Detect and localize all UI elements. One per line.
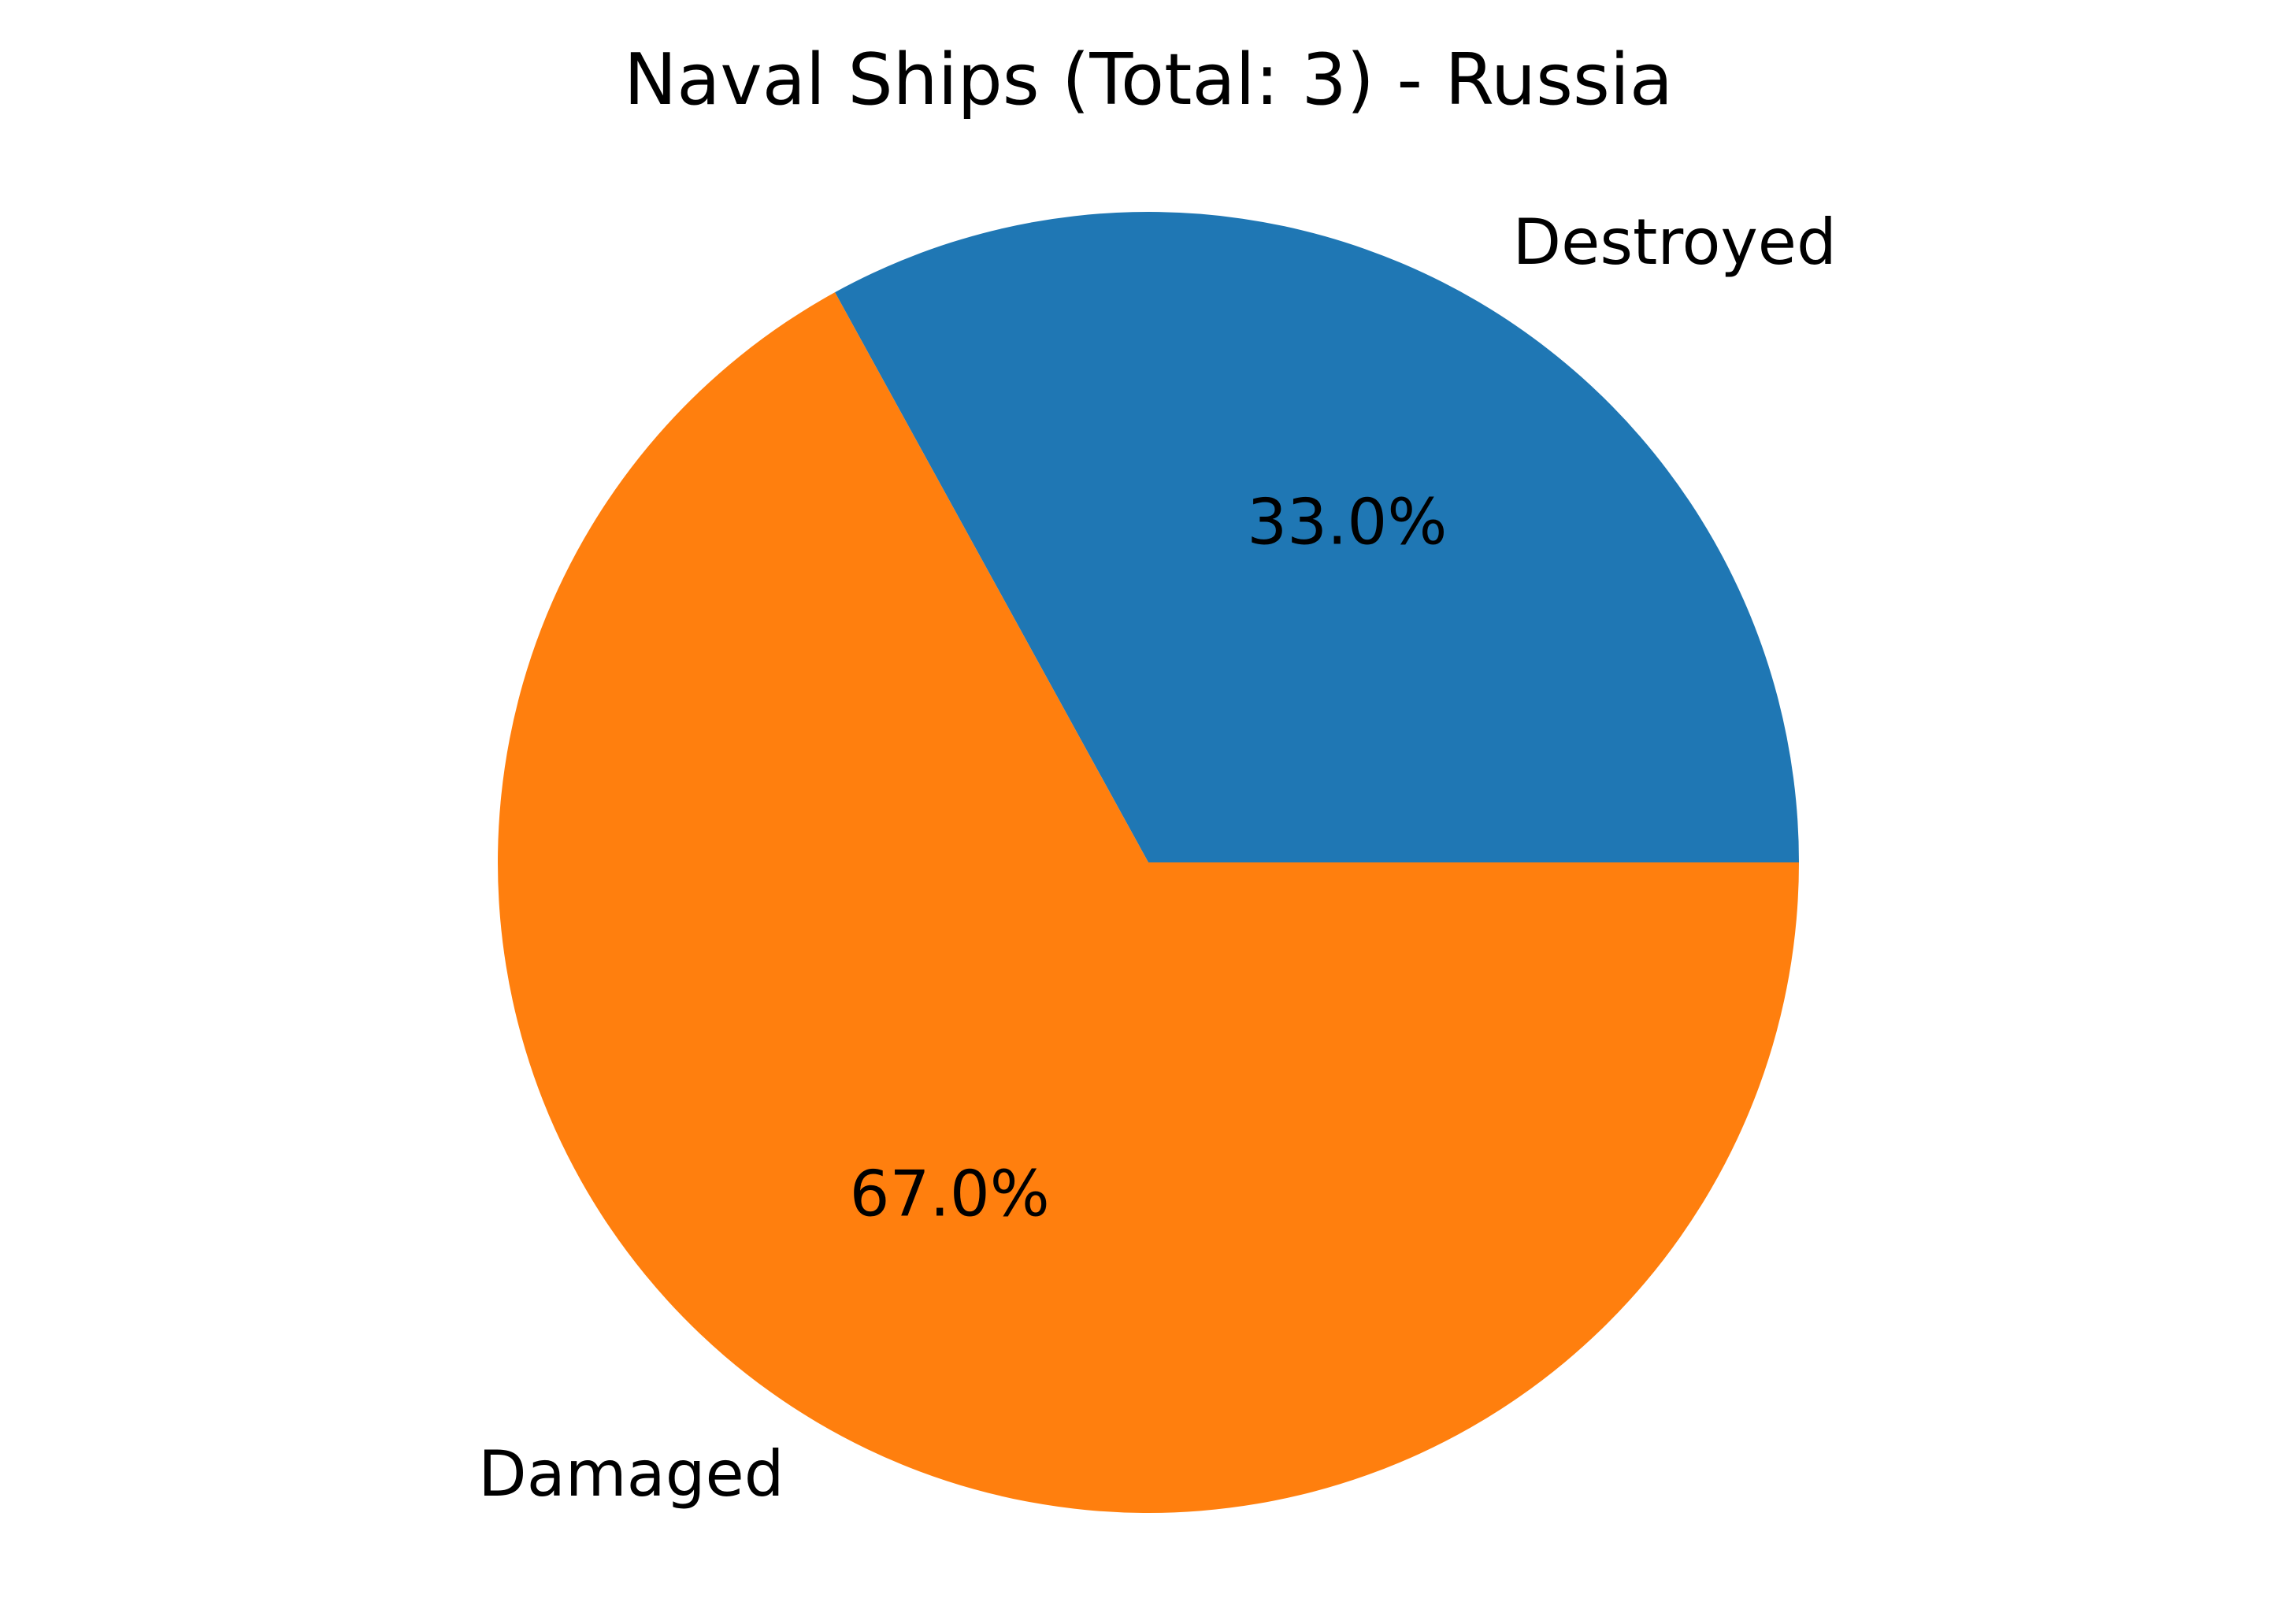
pie-slices xyxy=(498,211,1799,1513)
slice-label-damaged: Damaged xyxy=(478,1437,784,1511)
pie-labels: Destroyed 33.0% Damaged 67.0% xyxy=(478,206,1837,1511)
pie-slice-destroyed xyxy=(835,211,1799,862)
chart-title: Naval Ships (Total: 3) - Russia xyxy=(624,39,1673,121)
slice-percent-destroyed: 33.0% xyxy=(1247,485,1447,558)
slice-percent-damaged: 67.0% xyxy=(850,1158,1050,1231)
slice-label-destroyed: Destroyed xyxy=(1513,206,1837,279)
pie-slice-damaged xyxy=(498,292,1799,1513)
